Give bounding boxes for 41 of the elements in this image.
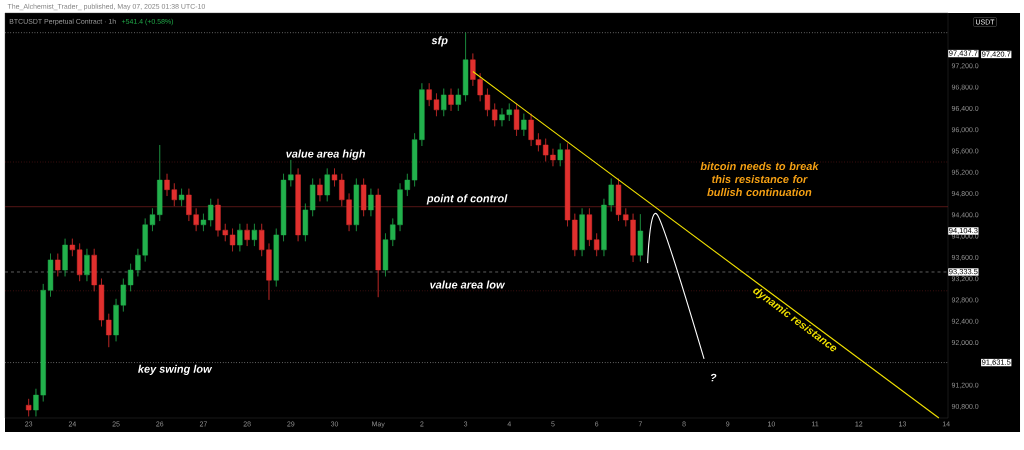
candlestick [317, 178, 323, 202]
candlestick [594, 233, 600, 257]
candlestick [455, 88, 461, 112]
candlestick [586, 208, 593, 247]
candlestick [521, 113, 527, 137]
candlestick [462, 32, 469, 102]
candlestick [244, 223, 250, 247]
candlestick [62, 238, 68, 277]
candlestick [513, 103, 520, 137]
candlestick [492, 103, 498, 127]
annotation: sfp [431, 36, 448, 47]
candlestick [375, 188, 381, 298]
candlestick [251, 223, 258, 247]
candlestick [310, 178, 316, 217]
candlestick [84, 248, 90, 282]
annotation: ? [710, 373, 717, 382]
candlestick [237, 223, 243, 252]
candlestick [229, 228, 236, 252]
candlestick [76, 243, 83, 282]
candlestick [302, 203, 309, 242]
candlestick [178, 188, 185, 207]
candlestick [368, 188, 374, 217]
candlestick [208, 198, 214, 227]
candlestick [55, 253, 61, 277]
candlestick [637, 213, 643, 262]
candlestick [26, 398, 32, 417]
candlestick [324, 168, 330, 202]
candlestick [579, 208, 585, 257]
ref-line-label: key swing low [138, 364, 213, 375]
ref-line-label: value area low [430, 280, 506, 289]
candlestick [69, 238, 76, 257]
candlestick [200, 213, 207, 232]
annotation: bitcoin needs to break this resistance for bullish continuation [700, 162, 819, 197]
candlestick [295, 168, 301, 242]
candlestick [441, 88, 447, 117]
candlestick [360, 178, 367, 217]
ref-line-label: value area high [286, 149, 366, 160]
candlestick [353, 178, 360, 232]
ref-line-label: point of control [426, 194, 508, 205]
candlestick [448, 88, 454, 112]
candlestick [557, 143, 563, 167]
